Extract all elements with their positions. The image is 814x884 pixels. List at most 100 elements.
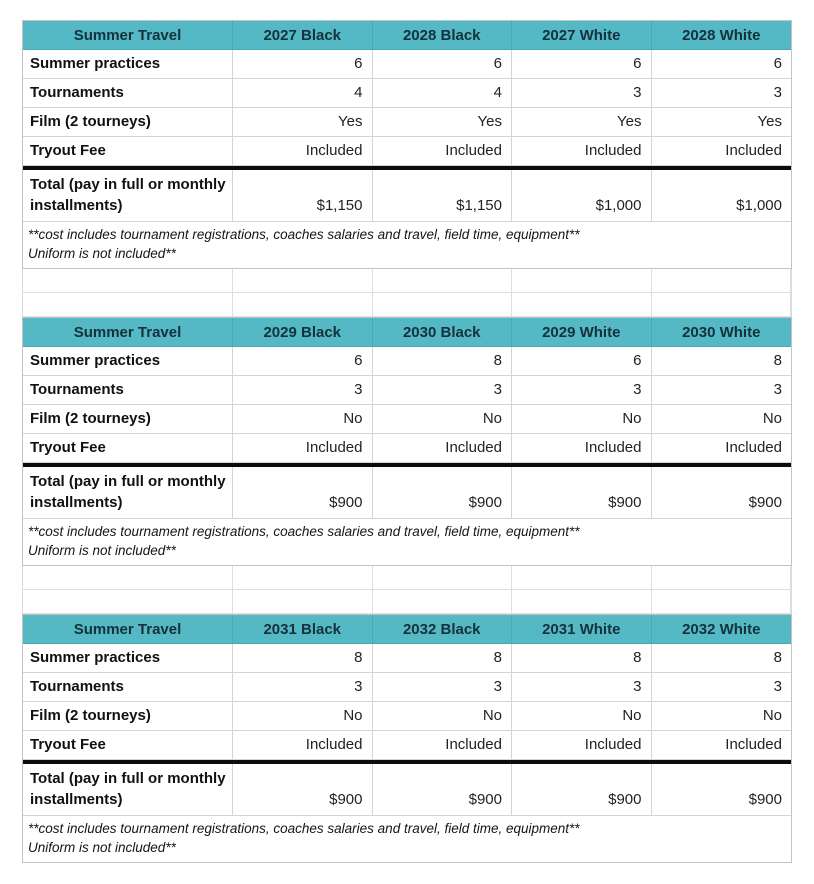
header-cell-team-3: 2031 White bbox=[512, 615, 652, 644]
cell-value: Included bbox=[372, 137, 512, 166]
table-row-tournaments: Tournaments 4 4 3 3 bbox=[23, 79, 791, 108]
header-cell-summer-travel: Summer Travel bbox=[23, 21, 233, 50]
empty-grid-row bbox=[23, 269, 791, 293]
cell-value: Included bbox=[233, 137, 373, 166]
cell-value: Included bbox=[372, 434, 512, 463]
total-value: $1,150 bbox=[372, 170, 512, 222]
cell-value: 6 bbox=[512, 50, 652, 79]
row-label: Summer practices bbox=[23, 347, 233, 376]
pricing-table-2031-2032: Summer Travel 2031 Black 2032 Black 2031… bbox=[22, 614, 792, 863]
row-label: Film (2 tourneys) bbox=[23, 405, 233, 434]
total-value: $900 bbox=[372, 764, 512, 816]
header-cell-team-4: 2028 White bbox=[651, 21, 791, 50]
cell-value: 8 bbox=[372, 644, 512, 673]
footnote-line-1: **cost includes tournament registrations… bbox=[28, 227, 580, 242]
total-value: $900 bbox=[372, 467, 512, 519]
cell-value: 3 bbox=[512, 673, 652, 702]
total-label: Total (pay in full or monthly installmen… bbox=[23, 764, 233, 816]
footnote-line-1: **cost includes tournament registrations… bbox=[28, 821, 580, 836]
header-cell-team-1: 2031 Black bbox=[233, 615, 373, 644]
cell-value: Included bbox=[233, 731, 373, 760]
empty-grid-rows bbox=[22, 566, 792, 614]
cell-value: 3 bbox=[512, 79, 652, 108]
row-label: Tournaments bbox=[23, 79, 233, 108]
total-value: $900 bbox=[512, 764, 652, 816]
empty-cell bbox=[651, 590, 791, 614]
header-cell-team-4: 2030 White bbox=[651, 318, 791, 347]
cell-value: 6 bbox=[372, 50, 512, 79]
empty-cell bbox=[512, 566, 652, 590]
total-value: $1,000 bbox=[651, 170, 791, 222]
cell-value: No bbox=[651, 405, 791, 434]
header-cell-team-2: 2032 Black bbox=[372, 615, 512, 644]
cell-value: 6 bbox=[233, 50, 373, 79]
header-cell-team-2: 2028 Black bbox=[372, 21, 512, 50]
empty-grid-row bbox=[23, 566, 791, 590]
row-label: Summer practices bbox=[23, 644, 233, 673]
cost-footnote: **cost includes tournament registrations… bbox=[23, 222, 791, 268]
cell-value: 3 bbox=[651, 376, 791, 405]
table-row-total: Total (pay in full or monthly installmen… bbox=[23, 467, 791, 519]
row-label: Tryout Fee bbox=[23, 434, 233, 463]
row-label: Film (2 tourneys) bbox=[23, 108, 233, 137]
footnote-line-2: Uniform is not included** bbox=[28, 543, 176, 558]
row-label: Film (2 tourneys) bbox=[23, 702, 233, 731]
empty-grid-row bbox=[23, 590, 791, 614]
total-label: Total (pay in full or monthly installmen… bbox=[23, 467, 233, 519]
cell-value: Yes bbox=[512, 108, 652, 137]
table-row-summer-practices: Summer practices 6 8 6 8 bbox=[23, 347, 791, 376]
header-cell-team-2: 2030 Black bbox=[372, 318, 512, 347]
cell-value: 3 bbox=[651, 79, 791, 108]
header-cell-team-3: 2027 White bbox=[512, 21, 652, 50]
empty-cell bbox=[23, 293, 233, 317]
cell-value: No bbox=[651, 702, 791, 731]
row-label: Tryout Fee bbox=[23, 731, 233, 760]
empty-cell bbox=[23, 269, 233, 293]
empty-cell bbox=[233, 566, 373, 590]
empty-cell bbox=[233, 269, 373, 293]
header-cell-summer-travel: Summer Travel bbox=[23, 615, 233, 644]
table-row-tryout-fee: Tryout Fee Included Included Included In… bbox=[23, 434, 791, 463]
table-row-total: Total (pay in full or monthly installmen… bbox=[23, 170, 791, 222]
total-value: $900 bbox=[651, 467, 791, 519]
total-value: $900 bbox=[651, 764, 791, 816]
cell-value: 6 bbox=[233, 347, 373, 376]
total-value: $900 bbox=[233, 764, 373, 816]
footnote-line-2: Uniform is not included** bbox=[28, 840, 176, 855]
empty-cell bbox=[233, 293, 373, 317]
header-cell-team-1: 2027 Black bbox=[233, 21, 373, 50]
cell-value: 6 bbox=[512, 347, 652, 376]
cell-value: Yes bbox=[651, 108, 791, 137]
empty-cell bbox=[512, 269, 652, 293]
cell-value: 3 bbox=[372, 376, 512, 405]
table-row-summer-practices: Summer practices 8 8 8 8 bbox=[23, 644, 791, 673]
empty-cell bbox=[372, 566, 512, 590]
table-header-row: Summer Travel 2031 Black 2032 Black 2031… bbox=[23, 615, 791, 644]
cell-value: No bbox=[233, 702, 373, 731]
row-label: Summer practices bbox=[23, 50, 233, 79]
empty-cell bbox=[651, 293, 791, 317]
table-row-film: Film (2 tourneys) No No No No bbox=[23, 405, 791, 434]
cell-value: No bbox=[512, 405, 652, 434]
row-label: Tournaments bbox=[23, 673, 233, 702]
table-row-tournaments: Tournaments 3 3 3 3 bbox=[23, 673, 791, 702]
cell-value: Included bbox=[651, 731, 791, 760]
cell-value: 3 bbox=[372, 673, 512, 702]
total-value: $900 bbox=[233, 467, 373, 519]
total-separator-rule bbox=[23, 166, 791, 170]
cell-value: Included bbox=[512, 434, 652, 463]
table-row-tournaments: Tournaments 3 3 3 3 bbox=[23, 376, 791, 405]
cell-value: 8 bbox=[372, 347, 512, 376]
empty-cell bbox=[512, 590, 652, 614]
cell-value: Yes bbox=[233, 108, 373, 137]
header-cell-summer-travel: Summer Travel bbox=[23, 318, 233, 347]
cell-value: Included bbox=[651, 137, 791, 166]
header-cell-team-1: 2029 Black bbox=[233, 318, 373, 347]
table-row-tryout-fee: Tryout Fee Included Included Included In… bbox=[23, 137, 791, 166]
cell-value: No bbox=[372, 405, 512, 434]
spreadsheet-area: Summer Travel 2027 Black 2028 Black 2027… bbox=[22, 20, 792, 863]
cell-value: No bbox=[372, 702, 512, 731]
cell-value: Included bbox=[372, 731, 512, 760]
footnote-line-1: **cost includes tournament registrations… bbox=[28, 524, 580, 539]
